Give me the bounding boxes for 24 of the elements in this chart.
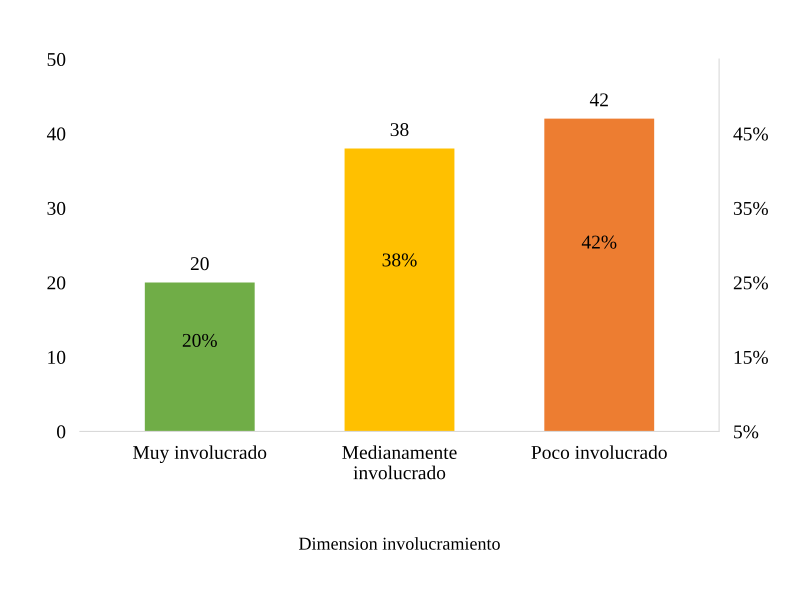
bar <box>544 118 654 432</box>
y-tick-label: 50 <box>48 52 66 66</box>
y-tick-label: 40 <box>46 127 66 141</box>
y2-tick-label: 45% <box>733 127 768 141</box>
y2-tick-label: 25% <box>734 276 768 290</box>
x-tick-label: Medianamente involucrado <box>342 445 457 480</box>
annotation: 42% <box>582 236 616 249</box>
x-axis-title: Dimension involucramiento <box>298 537 500 550</box>
data-label: 42 <box>590 93 608 106</box>
y2-tick-label: 15% <box>734 350 768 364</box>
y-tick-label: 10 <box>48 350 66 364</box>
data-label: 20 <box>190 257 209 270</box>
y-tick-label: 30 <box>47 202 66 215</box>
x-tick-label: Muy involucrado <box>133 445 266 464</box>
bar <box>344 148 454 432</box>
annotation: 20% <box>182 334 217 347</box>
annotation: 38% <box>382 253 417 267</box>
y-tick-label: 0 <box>57 425 66 438</box>
bar <box>144 282 255 432</box>
y-tick-label: 20 <box>47 276 66 290</box>
y2-tick-label: 5% <box>734 425 758 438</box>
y2-tick-label: 35% <box>734 202 768 216</box>
x-tick-label: Poco involucrado <box>531 445 667 460</box>
data-label: 38 <box>390 123 408 136</box>
